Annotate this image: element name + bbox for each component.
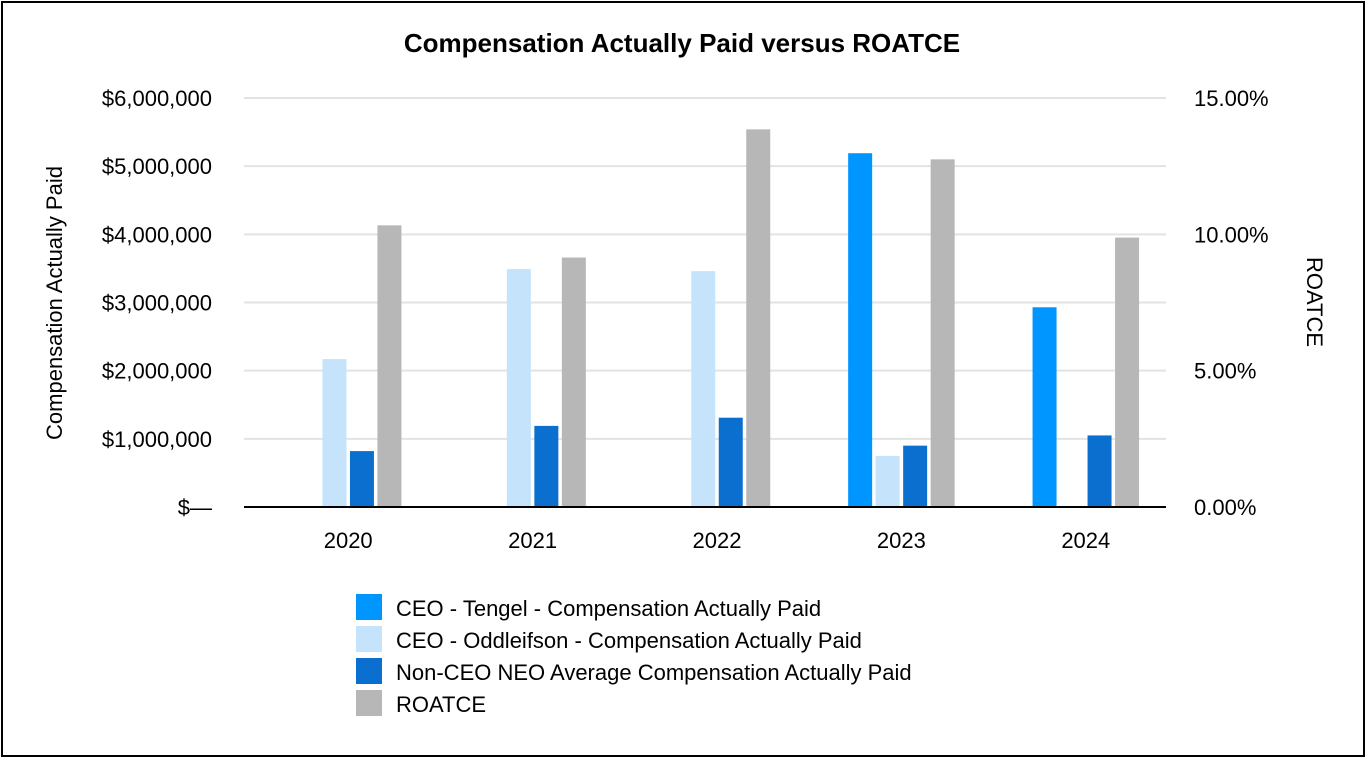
legend-label: Non-CEO NEO Average Compensation Actuall… [396, 660, 912, 685]
bar-2024-1 [1032, 307, 1057, 507]
bar-2021-4 [561, 257, 586, 507]
y-tick-label: $1,000,000 [102, 427, 212, 452]
y-axis-right: 0.00% 5.00% 10.00% 15.00% [1194, 86, 1269, 520]
bar-2022-2 [691, 271, 716, 507]
bar-2020-4 [377, 225, 402, 507]
legend-swatch [356, 658, 382, 684]
x-axis: 2020 2021 2022 2023 2024 [244, 506, 1166, 553]
x-tick-label: 2024 [1061, 528, 1110, 553]
chart-title: Compensation Actually Paid versus ROATCE [404, 28, 960, 58]
bar-2022-4 [746, 129, 771, 507]
y-tick-label: $5,000,000 [102, 154, 212, 179]
bar-2024-4 [1115, 237, 1140, 507]
y-tick-label: $4,000,000 [102, 222, 212, 247]
y-axis-left: $— $1,000,000 $2,000,000 $3,000,000 $4,000,0… [102, 86, 212, 520]
bar-2020-3 [349, 451, 374, 507]
bar-2021-2 [506, 269, 531, 507]
x-tick-label: 2022 [693, 528, 742, 553]
bar-2023-2 [875, 455, 900, 507]
x-tick-label: 2023 [877, 528, 926, 553]
legend-swatch [356, 594, 382, 620]
x-tick-label: 2021 [508, 528, 557, 553]
bar-2023-1 [848, 153, 873, 507]
bars [322, 129, 1140, 507]
y-tick-label: $6,000,000 [102, 86, 212, 111]
y2-tick-label: 0.00% [1194, 495, 1256, 520]
bar-2024-3 [1087, 435, 1112, 507]
legend-label: ROATCE [396, 692, 486, 717]
y-axis-title: Compensation Actually Paid [42, 166, 67, 440]
y2-tick-label: 15.00% [1194, 86, 1269, 111]
y-tick-label: $— [178, 495, 212, 520]
y-tick-label: $3,000,000 [102, 291, 212, 316]
legend-label: CEO - Oddleifson - Compensation Actually… [396, 628, 862, 653]
y2-tick-label: 5.00% [1194, 359, 1256, 384]
y2-axis-title: ROATCE [1302, 257, 1327, 347]
bar-2023-4 [930, 159, 955, 507]
bar-2021-3 [534, 425, 559, 507]
bar-2023-3 [903, 445, 928, 507]
y-tick-label: $2,000,000 [102, 359, 212, 384]
bar-2022-3 [718, 417, 743, 507]
legend-swatch [356, 690, 382, 716]
legend-label: CEO - Tengel - Compensation Actually Pai… [396, 596, 821, 621]
legend-swatch [356, 626, 382, 652]
y2-tick-label: 10.00% [1194, 222, 1269, 247]
x-tick-label: 2020 [324, 528, 373, 553]
bar-2020-2 [322, 359, 347, 507]
legend: CEO - Tengel - Compensation Actually Pai… [356, 594, 912, 717]
